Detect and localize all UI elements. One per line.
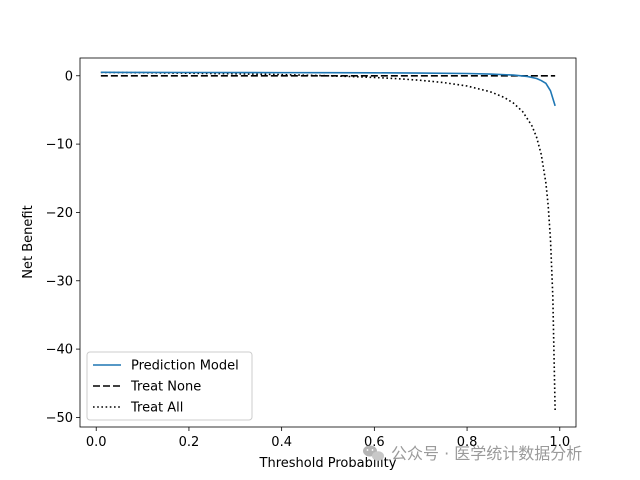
x-tick-label: 0.2: [179, 435, 200, 450]
x-tick-label: 0.8: [457, 435, 478, 450]
legend-box: [86, 351, 253, 421]
y-tick-label: 0: [65, 69, 73, 84]
watermark-text: 公众号 · 医学统计数据分析: [391, 444, 582, 463]
series-layer: [100, 71, 556, 411]
y-axis-label: Net Benefit: [21, 205, 36, 278]
legend-label: Prediction Model: [131, 359, 239, 374]
legend-label: Treat None: [130, 380, 201, 395]
legend-label: Treat All: [130, 401, 183, 416]
y-tick-label: −30: [46, 274, 73, 289]
x-axis-label: Threshold Probability: [259, 456, 397, 471]
x-axis-ticks: 0.0 0.2 0.4 0.6 0.8 1.0: [86, 427, 570, 450]
x-tick-label: 0.0: [86, 435, 107, 450]
y-tick-label: −20: [46, 206, 73, 221]
y-tick-label: −50: [46, 411, 73, 426]
y-tick-label: −40: [46, 343, 73, 358]
x-tick-label: 0.4: [271, 435, 292, 450]
plot-frame: [79, 57, 577, 428]
wechat-logo-icon: [363, 445, 384, 461]
y-tick-label: −10: [46, 138, 73, 153]
series-line-treat-all: [100, 71, 556, 411]
y-axis-ticks: 0 −10 −20 −30 −40 −50: [46, 69, 80, 426]
legend: Prediction Model Treat None Treat All: [86, 351, 253, 421]
watermark: 公众号 · 医学统计数据分析: [363, 444, 582, 463]
x-tick-label: 1.0: [549, 435, 570, 450]
series-line-prediction-model: [100, 71, 556, 107]
